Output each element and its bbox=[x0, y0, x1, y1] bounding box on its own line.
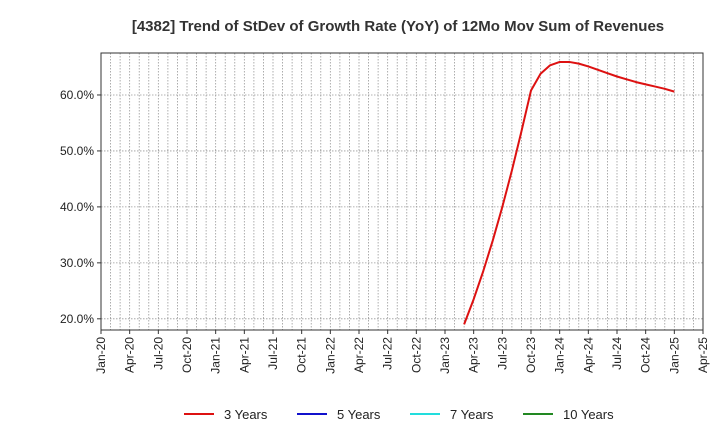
x-tick-label: Jan-24 bbox=[553, 337, 567, 374]
x-tick-label: Jul-22 bbox=[381, 337, 395, 370]
legend: 3 Years 5 Years 7 Years 10 Years bbox=[184, 407, 614, 422]
y-tick-label: 60.0% bbox=[60, 88, 94, 102]
y-tick-label: 40.0% bbox=[60, 200, 94, 214]
x-tick-label: Oct-24 bbox=[639, 337, 653, 373]
x-tick-label: Oct-21 bbox=[295, 337, 309, 373]
x-tick-label: Jan-22 bbox=[323, 337, 337, 374]
series-line-3-years bbox=[463, 60, 675, 325]
x-tick-label: Jul-20 bbox=[151, 337, 165, 370]
grid bbox=[101, 53, 703, 330]
x-tick-label: Apr-22 bbox=[352, 337, 366, 373]
y-axis-ticks: 20.0% 30.0% 40.0% 50.0% 60.0% bbox=[60, 88, 101, 326]
x-tick-label: Jul-24 bbox=[610, 337, 624, 370]
y-tick-label: 50.0% bbox=[60, 144, 94, 158]
x-tick-label: Jan-23 bbox=[438, 337, 452, 374]
x-tick-label: Oct-23 bbox=[524, 337, 538, 373]
x-axis-ticks: Jan-20 Apr-20 Jul-20 Oct-20 Jan-21 Apr-21 Jul-… bbox=[94, 330, 710, 374]
x-tick-label: Oct-22 bbox=[409, 337, 423, 373]
series-lines bbox=[463, 60, 675, 325]
plot-area-frame bbox=[100, 52, 704, 331]
x-tick-label: Apr-20 bbox=[123, 337, 137, 373]
x-tick-label: Apr-21 bbox=[237, 337, 251, 373]
y-tick-label: 20.0% bbox=[60, 312, 94, 326]
x-tick-label: Jan-21 bbox=[209, 337, 223, 374]
y-tick-label: 30.0% bbox=[60, 256, 94, 270]
x-tick-label: Jan-20 bbox=[94, 337, 108, 374]
x-tick-label: Jan-25 bbox=[667, 337, 681, 374]
x-tick-label: Oct-20 bbox=[180, 337, 194, 373]
legend-label: 7 Years bbox=[450, 407, 494, 422]
legend-label: 10 Years bbox=[563, 407, 614, 422]
chart-title: [4382] Trend of StDev of Growth Rate (Yo… bbox=[132, 18, 664, 35]
x-tick-label: Apr-24 bbox=[581, 337, 595, 373]
legend-label: 3 Years bbox=[224, 407, 268, 422]
x-tick-label: Jul-21 bbox=[266, 337, 280, 370]
legend-label: 5 Years bbox=[337, 407, 381, 422]
x-tick-label: Apr-25 bbox=[696, 337, 710, 373]
x-tick-label: Jul-23 bbox=[495, 337, 509, 370]
x-tick-label: Apr-23 bbox=[467, 337, 481, 373]
